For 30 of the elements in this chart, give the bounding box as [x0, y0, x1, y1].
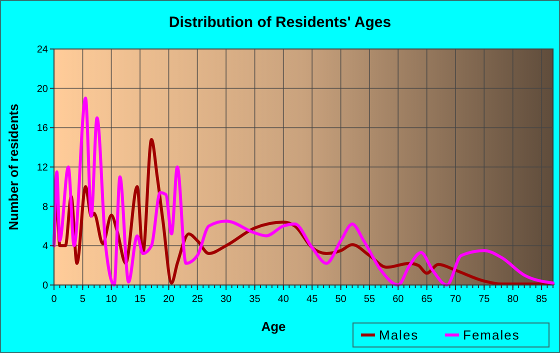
x-tick-label: 40 [278, 294, 290, 305]
x-tick-label: 80 [507, 294, 519, 305]
x-tick-label: 5 [80, 294, 86, 305]
x-tick-label: 25 [192, 294, 204, 305]
x-tick-label: 75 [478, 294, 490, 305]
y-tick-label: 0 [42, 280, 48, 292]
x-tick-label: 45 [306, 294, 318, 305]
legend-label: Females [463, 328, 520, 342]
y-tick-label: 20 [36, 84, 48, 95]
x-tick-label: 20 [163, 294, 175, 305]
y-tick-label: 16 [36, 123, 48, 134]
x-tick-label: 35 [249, 294, 261, 305]
x-axis-title: Age [261, 319, 286, 334]
y-tick-label: 24 [36, 44, 48, 56]
y-tick-label: 8 [42, 202, 48, 213]
x-tick-label: 70 [450, 294, 462, 305]
chart-title: Distribution of Residents' Ages [168, 14, 392, 31]
y-axis-title: Number of residents [6, 104, 21, 230]
y-tick-label: 12 [36, 162, 48, 174]
y-tick-label: 4 [42, 241, 48, 252]
x-tick-label: 15 [134, 294, 146, 305]
x-tick-label: 60 [392, 294, 404, 305]
x-tick-label: 50 [335, 294, 347, 305]
x-tick-label: 10 [106, 294, 118, 305]
x-tick-label: 65 [421, 294, 433, 305]
x-tick-label: 30 [220, 294, 232, 305]
x-tick-label: 0 [51, 294, 58, 305]
x-tick-label: 85 [536, 294, 548, 305]
x-tick-label: 55 [364, 294, 376, 305]
legend-label: Males [379, 328, 419, 342]
